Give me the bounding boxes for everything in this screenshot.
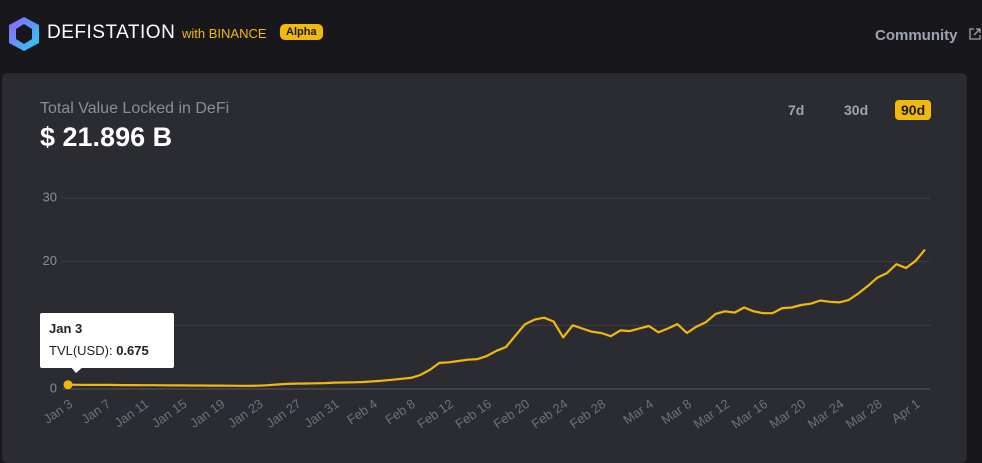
y-tick-label: 20 — [43, 253, 57, 268]
tooltip-value: 0.675 — [116, 343, 149, 358]
x-tick-label: Mar 28 — [843, 396, 885, 431]
x-tick-label: Jan 23 — [225, 396, 266, 431]
logo — [9, 17, 39, 51]
partner: with BINANCE — [182, 26, 267, 41]
x-tick-label: Feb 16 — [452, 396, 494, 432]
x-tick-label: Feb 8 — [382, 396, 418, 427]
x-tick-label: Mar 20 — [767, 396, 809, 431]
x-tick-label: Jan 3 — [41, 396, 76, 427]
x-tick-label: Feb 4 — [344, 396, 380, 427]
x-tick-label: Feb 28 — [567, 396, 609, 432]
card-title: Total Value Locked in DeFi — [40, 100, 230, 117]
x-tick-label: Feb 12 — [414, 396, 456, 432]
tooltip-date: Jan 3 — [49, 321, 83, 336]
line — [67, 248, 926, 387]
card-value: $ 21.896 B — [40, 122, 173, 152]
range-button[interactable]: 7d — [788, 102, 805, 118]
badge: Alpha — [280, 24, 323, 40]
tooltip-row: TVL(USD): 0.675 — [49, 343, 149, 358]
hover-point — [63, 380, 73, 390]
x-tick-label: Jan 31 — [301, 396, 342, 431]
tooltip-label: TVL(USD): — [49, 343, 113, 358]
brand[interactable]: DEFISTATION — [47, 22, 176, 43]
range-button[interactable]: 90d — [895, 100, 932, 120]
x-tick-label: Jan 7 — [79, 396, 114, 427]
tooltip: Jan 3 TVL(USD): 0.675 — [40, 313, 174, 368]
x-tick-label: Feb 24 — [529, 396, 571, 432]
y-tick-label: 0 — [50, 380, 57, 395]
range-button[interactable]: 30d — [844, 102, 869, 118]
x-tick-label: Feb 20 — [491, 396, 533, 432]
x-tick-label: Jan 27 — [263, 396, 304, 431]
x-tick-label: Mar 24 — [805, 396, 847, 431]
x-tick-label: Jan 11 — [112, 396, 152, 430]
x-tick-label: Jan 15 — [149, 396, 190, 431]
x-tick-label: Jan 19 — [187, 396, 228, 431]
y-tick-label: 30 — [43, 189, 57, 204]
x-tick-label: Mar 16 — [729, 396, 771, 431]
card: Total Value Locked in DeFi $ 21.896 B 7d… — [2, 73, 967, 463]
x-tick-label: Apr 1 — [889, 396, 923, 426]
community-link[interactable]: Community — [875, 27, 958, 44]
external-icon — [969, 28, 981, 40]
x-tick-label: Mar 8 — [658, 396, 694, 427]
x-tick-label: Mar 12 — [691, 396, 733, 431]
x-tick-label: Mar 4 — [620, 396, 656, 427]
